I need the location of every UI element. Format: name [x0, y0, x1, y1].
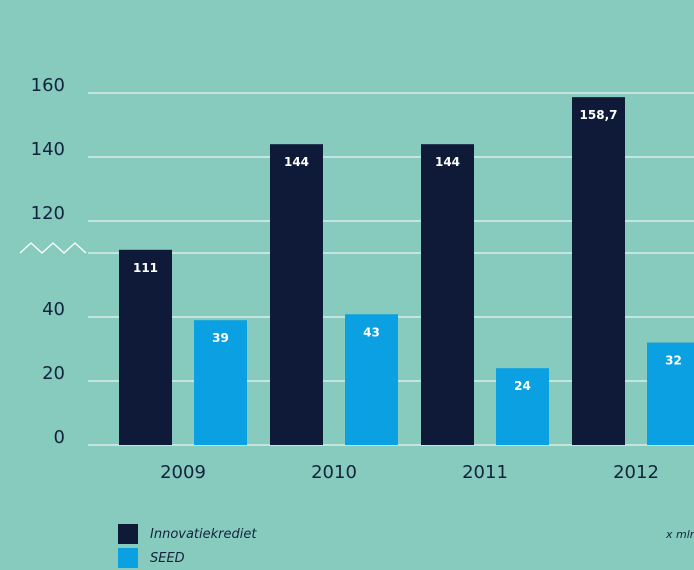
- bar-innovatiekrediet-2009: [119, 249, 172, 445]
- legend-label-seed: SEED: [150, 550, 185, 566]
- y-tick-label: 20: [42, 363, 65, 384]
- x-category-label: 2011: [462, 462, 508, 483]
- bar-innovatiekrediet-2011: [421, 144, 474, 445]
- x-category-label: 2009: [160, 462, 206, 483]
- legend-item-seed: SEED: [118, 546, 256, 570]
- x-category-label: 2012: [613, 462, 659, 483]
- legend-swatch-seed: [118, 548, 138, 568]
- unit-label: x mln: [666, 528, 694, 541]
- legend-swatch-innovatiekrediet: [118, 524, 138, 544]
- data-label: 111: [133, 261, 158, 275]
- bar-labels: 111 144 144 158,7 39 43 24 32: [133, 108, 682, 393]
- data-label: 43: [363, 325, 380, 339]
- bar-seed-2012: [647, 342, 694, 445]
- data-label: 24: [514, 379, 531, 393]
- data-label: 144: [284, 155, 309, 169]
- bar-innovatiekrediet-2012: [572, 97, 625, 445]
- y-axis-ticks: 0 20 40 120 140 160: [31, 75, 65, 448]
- legend: Innovatiekrediet SEED: [118, 522, 256, 570]
- axis-break-icon: [19, 242, 87, 254]
- y-tick-label: 160: [31, 75, 65, 96]
- bar-seed-2009: [194, 320, 247, 445]
- data-label: 158,7: [580, 108, 618, 122]
- y-tick-label: 120: [31, 203, 65, 224]
- bars: [119, 97, 694, 445]
- legend-item-innovatiekrediet: Innovatiekrediet: [118, 522, 256, 546]
- y-tick-label: 140: [31, 139, 65, 160]
- bar-seed-2011: [496, 368, 549, 445]
- data-label: 32: [665, 354, 682, 368]
- y-tick-label: 0: [54, 427, 65, 448]
- legend-label-innovatiekrediet: Innovatiekrediet: [150, 526, 257, 542]
- x-axis-labels: 2009 2010 2011 2012: [160, 462, 659, 483]
- bar-seed-2010: [345, 314, 398, 445]
- x-category-label: 2010: [311, 462, 357, 483]
- y-tick-label: 40: [42, 299, 65, 320]
- data-label: 144: [435, 155, 460, 169]
- data-label: 39: [212, 331, 229, 345]
- bar-innovatiekrediet-2010: [270, 144, 323, 445]
